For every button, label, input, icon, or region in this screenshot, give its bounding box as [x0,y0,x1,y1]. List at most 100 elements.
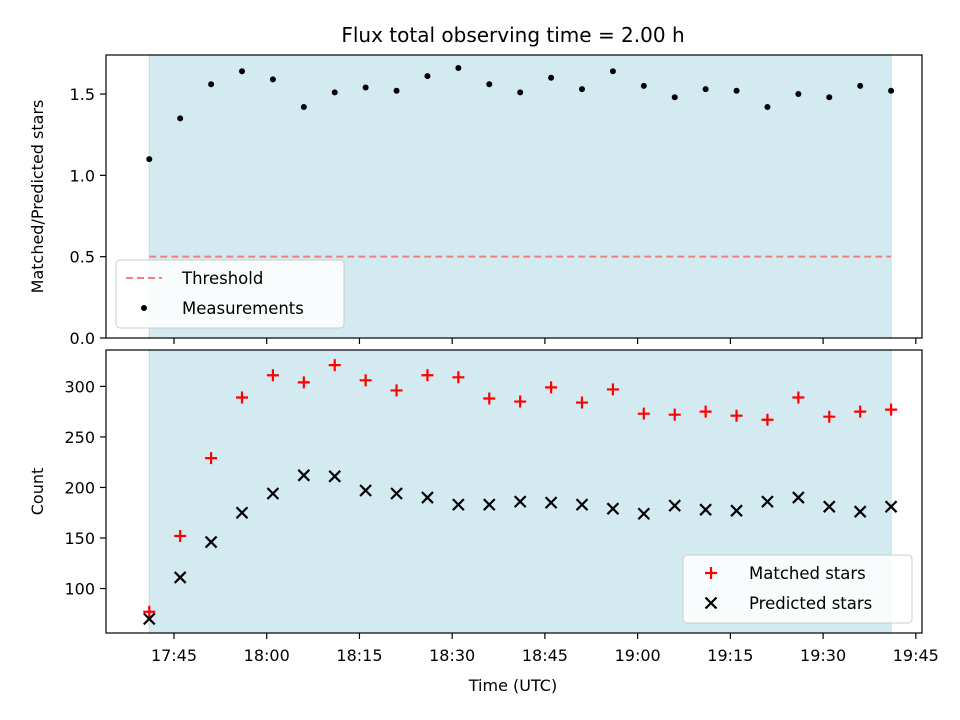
measurements-point [857,82,864,89]
measurements-point [702,86,709,93]
measurements-point [795,91,802,98]
legend-box [115,259,345,329]
chart-title: Flux total observing time = 2.00 h [341,23,684,47]
measurements-point [888,87,895,94]
y-tick-label: 100 [64,580,95,599]
matched-stars-point [359,374,372,387]
matched-stars-point [792,391,805,404]
measurements-point [671,94,678,101]
y-tick-label: 0.0 [70,329,95,348]
y-tick-label: 300 [64,377,95,396]
predicted-stars-point [884,500,898,513]
ratio-panel: 0.0 0.5 1.0 1.5 Matched/Predicted stars Thres… [28,54,923,348]
legend: Threshold Measurements [115,259,345,329]
x-tick-label: 18:00 [244,646,290,665]
y-tick-label: 0.5 [70,248,95,267]
predicted-stars-point [266,487,280,500]
x-tick-label: 19:45 [893,646,939,665]
x-tick-label: 18:45 [522,646,568,665]
matched-stars-point [266,369,279,382]
legend-label: Threshold [181,269,263,288]
legend-box [682,554,913,624]
matched-stars-point [514,395,527,408]
matched-stars-point [483,392,496,405]
y-tick-label: 250 [64,428,95,447]
measurements-point [548,74,555,81]
legend-dot-swatch [141,305,147,311]
matched-stars-point [143,605,156,618]
predicted-stars-point [544,496,558,509]
x-tick-label: 18:15 [336,646,382,665]
legend-label: Predicted stars [749,594,872,613]
predicted-stars-point [853,505,867,518]
measurements-point [208,81,215,88]
legend: Matched stars Predicted stars [682,554,913,624]
predicted-stars-point [173,571,187,584]
predicted-stars-point [297,469,311,482]
predicted-stars-point [482,498,496,511]
measurements-point [177,115,184,122]
x-tick-label: 19:30 [800,646,846,665]
legend-label: Matched stars [749,564,866,583]
axes-frame [105,349,923,634]
matched-stars-point [885,403,898,416]
legend-plus-swatch [705,567,717,579]
predicted-stars-point [792,491,805,504]
predicted-stars-point [575,498,589,511]
measurements-point [300,104,307,111]
measurements-point [733,87,740,94]
y-axis-label: Matched/Predicted stars [28,100,47,294]
measurements-point [579,86,585,93]
measurements-point [424,73,431,80]
measurements-point [239,68,245,75]
predicted-stars-point [637,507,651,521]
predicted-stars-point [390,487,403,500]
predicted-stars-point [359,484,372,497]
legend-x-swatch [704,596,718,610]
y-tick-label: 1.0 [70,166,95,185]
predicted-stars-point [822,500,836,513]
count-panel: 100 150 200 250 300 17:45 18:00 18:15 18:30 18:45… [28,349,939,665]
axes-frame [105,54,923,339]
matched-stars-point [699,405,712,418]
matched-stars-point [236,391,248,404]
predicted-stars-point [235,506,249,520]
predicted-stars-point [730,504,743,517]
predicted-stars-point [699,503,712,516]
matched-stars-point [297,376,310,389]
y-axis-label: Count [28,468,47,516]
x-tick-label: 19:00 [615,646,661,665]
predicted-stars-point [668,499,682,512]
measurements-point [517,89,524,96]
predicted-stars-point [204,535,218,549]
matched-stars-point [576,396,588,409]
x-tick-label: 17:45 [151,646,197,665]
matched-stars-point [452,371,465,384]
matched-stars-point [328,359,341,372]
predicted-stars-point [421,491,434,504]
measurements-point [764,104,771,111]
measurements-point [146,156,153,163]
y-tick-label: 1.5 [70,85,95,104]
predicted-stars-point [513,495,527,508]
measurements-point [269,76,276,83]
predicted-stars-point [142,612,156,626]
matched-stars-point [421,369,434,382]
matched-stars-point [205,452,218,465]
measurements-point [826,94,833,101]
measurements-point [455,65,462,72]
x-axis-label: Time (UTC) [468,676,557,695]
matched-stars-point [606,383,619,396]
x-tick-label: 19:15 [707,646,753,665]
matched-stars-point [545,381,558,394]
predicted-stars-point [606,502,620,515]
predicted-stars-point [761,495,774,508]
matched-stars-point [761,413,774,426]
measurements-point [609,68,616,75]
y-tick-label: 150 [64,529,95,548]
measurements-point [331,89,338,96]
y-tick-label: 200 [64,478,95,497]
x-tick-label: 18:30 [429,646,475,665]
matched-stars-point [730,409,743,422]
